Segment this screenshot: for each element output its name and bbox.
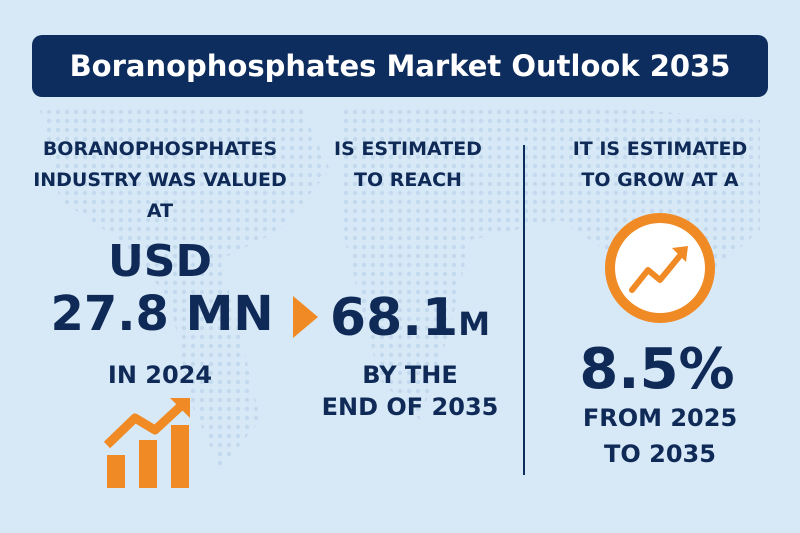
period: IN 2024 [107,361,213,389]
value: 27.8 MN [50,286,274,342]
intro-line: BORANOPHOSPHATES [42,138,278,160]
value: 68.1 [329,288,459,348]
value: USD [108,236,212,287]
arrow [293,296,318,338]
intro-line: TO GROW AT A [581,169,739,191]
intro-line: AT [146,200,174,222]
period: FROM 2025 [582,404,738,432]
period: BY THE [362,361,458,389]
value-group: 68.1M [330,292,490,344]
period: END OF 2035 [321,393,499,421]
intro-line: IT IS ESTIMATED [572,138,748,160]
bar-icon [103,398,190,488]
value: 8.5% [579,337,735,402]
intro-line: IS ESTIMATED [334,138,482,160]
unit: M [458,305,491,343]
period: TO 2035 [604,440,716,468]
intro-line: INDUSTRY WAS VALUED [33,169,287,191]
map-dots [40,105,330,470]
map-dots [340,105,760,420]
title: Boranophosphates Market Outlook 2035 [32,35,768,97]
growth-icon [605,213,715,323]
intro-line: TO REACH [354,169,462,191]
